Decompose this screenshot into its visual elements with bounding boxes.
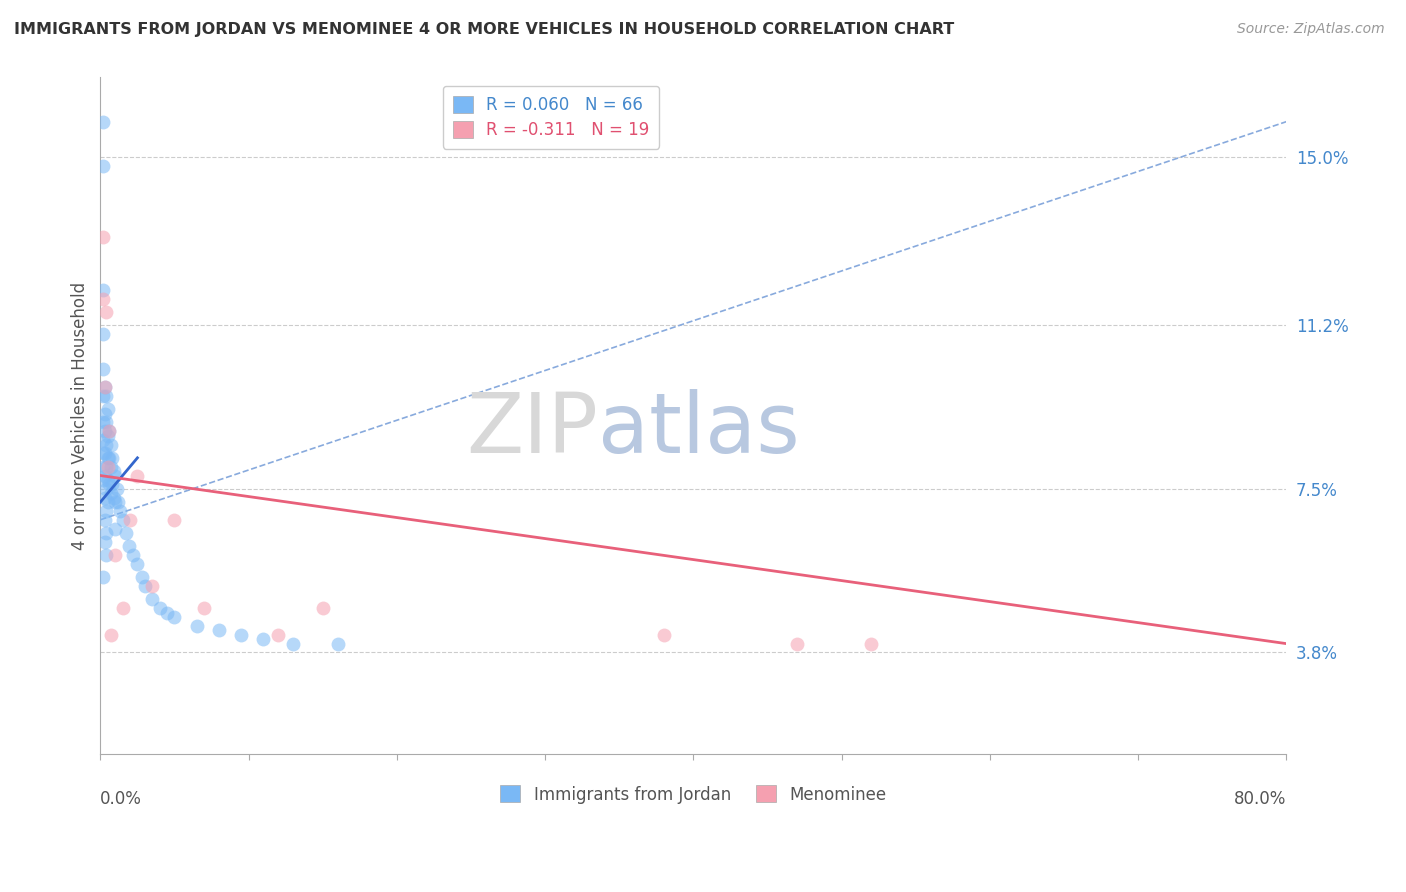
Point xyxy=(96,416,118,430)
Point xyxy=(91,389,114,403)
Point xyxy=(97,473,120,487)
Point xyxy=(127,557,149,571)
Point xyxy=(96,526,118,541)
Text: IMMIGRANTS FROM JORDAN VS MENOMINEE 4 OR MORE VEHICLES IN HOUSEHOLD CORRELATION : IMMIGRANTS FROM JORDAN VS MENOMINEE 4 OR… xyxy=(14,22,955,37)
Text: 80.0%: 80.0% xyxy=(1234,789,1286,807)
Point xyxy=(108,504,131,518)
Point xyxy=(91,292,114,306)
Point xyxy=(96,482,118,496)
Text: Source: ZipAtlas.com: Source: ZipAtlas.com xyxy=(1237,22,1385,37)
Point xyxy=(117,539,139,553)
Point xyxy=(97,459,120,474)
Point xyxy=(94,407,117,421)
Point xyxy=(114,526,136,541)
Point xyxy=(96,305,118,319)
Point xyxy=(104,522,127,536)
Point xyxy=(326,637,349,651)
Point xyxy=(103,464,125,478)
Point xyxy=(267,628,290,642)
Point xyxy=(163,610,186,624)
Point xyxy=(94,534,117,549)
Point xyxy=(97,495,120,509)
Point xyxy=(96,504,118,518)
Text: 0.0%: 0.0% xyxy=(100,789,142,807)
Point xyxy=(100,628,122,642)
Point xyxy=(122,548,145,562)
Point xyxy=(91,283,114,297)
Point xyxy=(94,380,117,394)
Point xyxy=(103,491,125,505)
Point xyxy=(186,619,208,633)
Point xyxy=(91,159,114,173)
Point xyxy=(98,425,121,439)
Point xyxy=(163,513,186,527)
Point xyxy=(208,624,231,638)
Point xyxy=(91,446,114,460)
Point xyxy=(91,114,114,128)
Point xyxy=(231,628,253,642)
Point xyxy=(96,548,118,562)
Point xyxy=(131,570,153,584)
Point xyxy=(96,437,118,451)
Point xyxy=(100,459,122,474)
Point xyxy=(127,468,149,483)
Point xyxy=(100,437,122,451)
Point xyxy=(96,459,118,474)
Point xyxy=(101,477,124,491)
Point xyxy=(91,362,114,376)
Point xyxy=(281,637,304,651)
Point xyxy=(107,495,129,509)
Point xyxy=(91,473,114,487)
Point xyxy=(94,468,117,483)
Point xyxy=(91,570,114,584)
Point xyxy=(111,513,134,527)
Point xyxy=(118,513,141,527)
Text: ZIP: ZIP xyxy=(467,389,599,470)
Point xyxy=(91,459,114,474)
Point xyxy=(104,548,127,562)
Point xyxy=(91,326,114,341)
Point xyxy=(149,601,172,615)
Point xyxy=(786,637,808,651)
Point xyxy=(104,495,127,509)
Point xyxy=(91,416,114,430)
Point xyxy=(97,428,120,442)
Point xyxy=(193,601,215,615)
Point xyxy=(312,601,335,615)
Point xyxy=(94,380,117,394)
Point xyxy=(111,601,134,615)
Point xyxy=(652,628,675,642)
Point xyxy=(141,579,163,593)
Point xyxy=(860,637,883,651)
Point xyxy=(156,606,179,620)
Point xyxy=(94,513,117,527)
Point xyxy=(98,425,121,439)
Point xyxy=(252,632,274,647)
Point xyxy=(97,402,120,417)
Point xyxy=(91,433,114,447)
Legend: Immigrants from Jordan, Menominee: Immigrants from Jordan, Menominee xyxy=(491,775,897,814)
Point xyxy=(98,450,121,465)
Point xyxy=(94,425,117,439)
Point xyxy=(141,592,163,607)
Y-axis label: 4 or more Vehicles in Household: 4 or more Vehicles in Household xyxy=(72,282,89,549)
Point xyxy=(94,491,117,505)
Point xyxy=(96,389,118,403)
Point xyxy=(105,482,128,496)
Point xyxy=(101,450,124,465)
Point xyxy=(104,468,127,483)
Point xyxy=(97,450,120,465)
Point xyxy=(134,579,156,593)
Text: atlas: atlas xyxy=(599,389,800,470)
Point xyxy=(98,477,121,491)
Point xyxy=(91,229,114,244)
Point xyxy=(100,486,122,500)
Point xyxy=(94,446,117,460)
